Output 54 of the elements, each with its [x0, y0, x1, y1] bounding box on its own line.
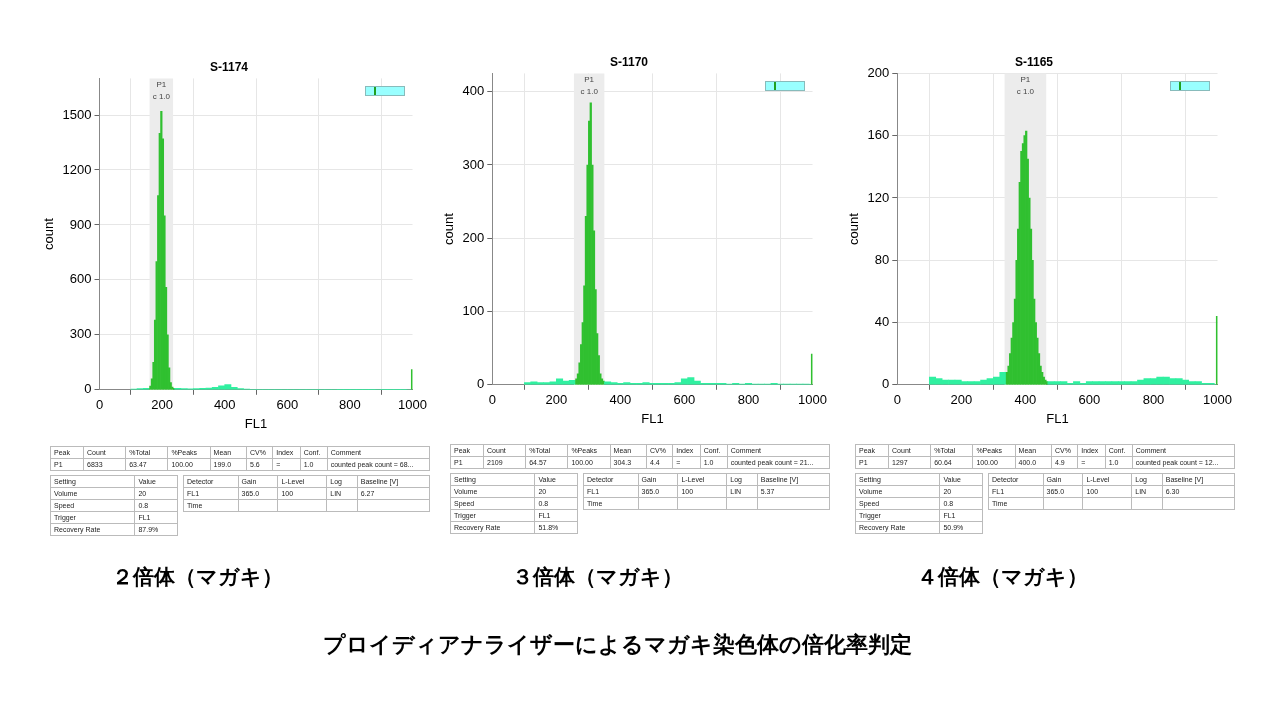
y-tick-label: 0 [84, 381, 92, 397]
text: プロイディアナライザーによるマガキ染色体の倍化率判定 [321, 631, 913, 659]
annotation: c 1.0 [1016, 86, 1035, 96]
y-tick-label: 600 [69, 271, 92, 287]
chart-title: S-1174 [209, 59, 249, 74]
x-tick-label: 800 [1142, 392, 1165, 408]
y-tick-label: 400 [462, 83, 485, 99]
x-tick-label: 0 [893, 392, 901, 408]
y-tick-label: 160 [867, 127, 890, 143]
x-tick-label: 800 [339, 397, 361, 413]
y-tick-label: 1500 [62, 106, 92, 122]
x-tick-label: 1000 [398, 397, 427, 413]
chart-title: S-1170 [609, 54, 649, 69]
text: ３倍体（マガキ） [512, 564, 683, 591]
x-axis-title: FL1 [1046, 410, 1069, 426]
x-axis-title: FL1 [641, 410, 664, 426]
x-tick-label: 600 [276, 397, 299, 413]
annotation: c 1.0 [580, 86, 599, 96]
y-axis-title: count [846, 212, 862, 246]
x-tick-label: 200 [545, 392, 568, 408]
x-tick-label: 600 [673, 392, 696, 408]
chart-title: S-1165 [1014, 54, 1054, 69]
band-label: P1 [584, 74, 595, 84]
x-tick-label: 0 [95, 397, 104, 413]
x-tick-label: 400 [213, 397, 236, 413]
band-label: P1 [1020, 74, 1031, 84]
y-tick-label: 1200 [62, 161, 92, 177]
x-tick-label: 800 [737, 392, 760, 408]
x-tick-label: 400 [1014, 392, 1037, 408]
y-tick-label: 100 [462, 303, 485, 319]
x-tick-label: 1000 [1203, 392, 1232, 408]
y-axis-title: count [441, 212, 457, 246]
x-tick-label: 400 [609, 392, 632, 408]
x-tick-label: 0 [488, 392, 496, 408]
x-tick-label: 600 [1078, 392, 1101, 408]
band-label: P1 [156, 79, 167, 89]
y-tick-label: 40 [874, 314, 890, 330]
y-tick-label: 80 [874, 251, 890, 267]
x-tick-label: 1000 [798, 392, 827, 408]
x-tick-label: 200 [151, 397, 173, 413]
text: ４倍体（マガキ） [917, 564, 1088, 591]
x-tick-label: 200 [950, 392, 973, 408]
y-axis-title: count [41, 217, 57, 251]
text: ２倍体（マガキ） [112, 564, 283, 591]
y-tick-label: 300 [69, 326, 92, 342]
y-tick-label: 200 [867, 64, 890, 80]
y-tick-label: 0 [477, 376, 485, 392]
y-tick-label: 300 [462, 156, 485, 172]
y-tick-label: 900 [69, 216, 92, 232]
x-axis-title: FL1 [244, 415, 268, 431]
y-tick-label: 200 [462, 229, 485, 245]
annotation: c 1.0 [152, 91, 171, 101]
y-tick-label: 120 [867, 189, 890, 205]
y-tick-label: 0 [882, 376, 890, 392]
